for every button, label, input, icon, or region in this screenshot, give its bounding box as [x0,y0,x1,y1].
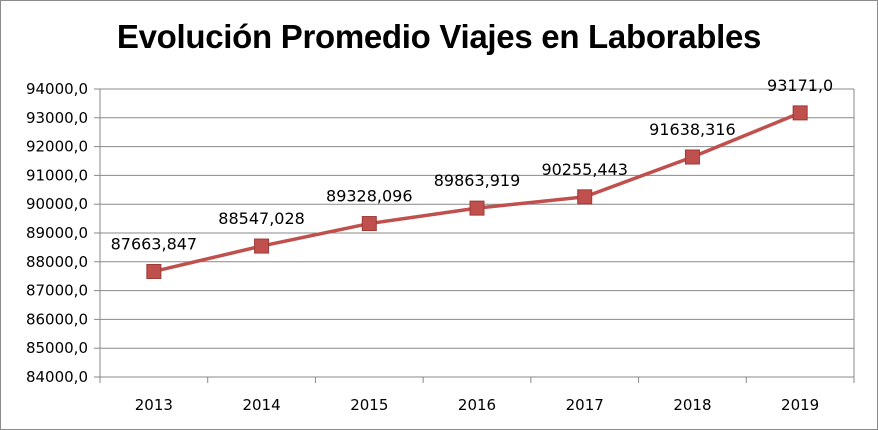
x-tick-label: 2018 [673,396,711,414]
y-tick-label: 84000,0 [26,368,88,386]
y-tick-label: 94000,0 [26,80,88,98]
y-tick-label: 88000,0 [26,253,88,271]
x-tick-label: 2017 [566,396,604,414]
y-tick-label: 87000,0 [26,282,88,300]
x-tick-label: 2019 [781,396,819,414]
data-point-marker [577,189,593,205]
x-tick-label: 2014 [242,396,280,414]
data-label: 88547,028 [218,209,305,228]
data-label: 91638,316 [649,120,736,139]
x-tick-label: 2013 [135,396,173,414]
data-point-marker [254,238,270,254]
data-label: 90255,443 [541,160,628,179]
y-tick-label: 85000,0 [26,339,88,357]
y-tick-label: 91000,0 [26,166,88,184]
data-point-marker [146,263,162,279]
data-point-marker [469,200,485,216]
data-label: 89328,096 [326,187,413,206]
y-tick-label: 92000,0 [26,138,88,156]
chart-title: Evolución Promedio Viajes en Laborables [116,18,762,55]
data-point-marker [361,216,377,232]
data-point-marker [684,149,700,165]
y-tick-label: 89000,0 [26,224,88,242]
y-tick-label: 93000,0 [26,109,88,127]
data-label: 93171,0 [767,76,833,95]
data-point-marker [792,105,808,121]
x-tick-label: 2016 [458,396,496,414]
y-tick-label: 90000,0 [26,195,88,213]
y-tick-label: 86000,0 [26,310,88,328]
data-label: 87663,847 [111,234,198,253]
data-label: 89863,919 [434,171,521,190]
x-tick-label: 2015 [350,396,388,414]
